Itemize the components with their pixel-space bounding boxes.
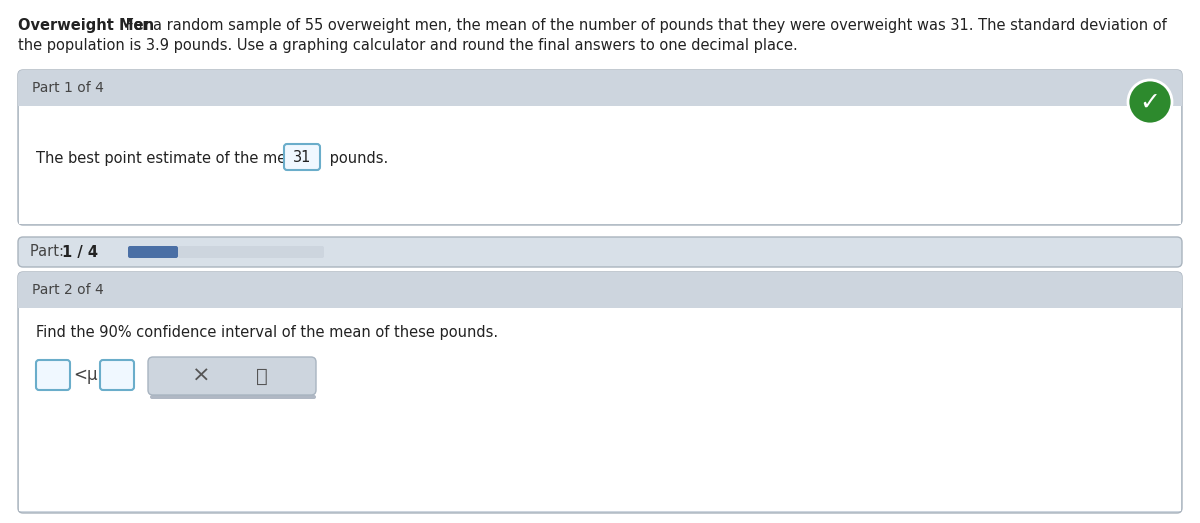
Text: The best point estimate of the mean is: The best point estimate of the mean is bbox=[36, 151, 325, 165]
Text: 31: 31 bbox=[293, 151, 311, 165]
Text: Part 2 of 4: Part 2 of 4 bbox=[32, 283, 103, 297]
Text: Overweight Men: Overweight Men bbox=[18, 18, 154, 33]
FancyBboxPatch shape bbox=[100, 360, 134, 390]
FancyBboxPatch shape bbox=[18, 70, 1182, 225]
Text: the population is 3.9 pounds. Use a graphing calculator and round the final answ: the population is 3.9 pounds. Use a grap… bbox=[18, 38, 798, 53]
FancyBboxPatch shape bbox=[18, 272, 1182, 308]
Bar bbox=[19, 106, 1181, 224]
Text: ✓: ✓ bbox=[1140, 91, 1160, 115]
Text: Find the 90% confidence interval of the mean of these pounds.: Find the 90% confidence interval of the … bbox=[36, 324, 498, 339]
FancyBboxPatch shape bbox=[19, 106, 1181, 223]
Text: 1 / 4: 1 / 4 bbox=[62, 244, 98, 259]
FancyBboxPatch shape bbox=[18, 272, 1182, 513]
FancyBboxPatch shape bbox=[36, 360, 70, 390]
FancyBboxPatch shape bbox=[284, 144, 320, 170]
Text: ×: × bbox=[192, 366, 211, 386]
Bar bbox=[18, 292, 1182, 308]
Bar bbox=[18, 90, 1182, 106]
FancyBboxPatch shape bbox=[148, 357, 316, 395]
FancyBboxPatch shape bbox=[18, 237, 1182, 267]
Text: For a random sample of 55 overweight men, the mean of the number of pounds that : For a random sample of 55 overweight men… bbox=[121, 18, 1166, 33]
Text: ↆ: ↆ bbox=[257, 367, 268, 385]
Bar bbox=[19, 308, 1181, 511]
Text: Part:: Part: bbox=[30, 244, 68, 259]
FancyBboxPatch shape bbox=[150, 395, 316, 399]
Text: pounds.: pounds. bbox=[325, 151, 389, 165]
Text: Part 1 of 4: Part 1 of 4 bbox=[32, 81, 104, 95]
Text: <μ<: <μ< bbox=[73, 366, 112, 384]
FancyBboxPatch shape bbox=[178, 246, 324, 258]
Circle shape bbox=[1128, 80, 1172, 124]
FancyBboxPatch shape bbox=[128, 246, 178, 258]
FancyBboxPatch shape bbox=[18, 70, 1182, 106]
